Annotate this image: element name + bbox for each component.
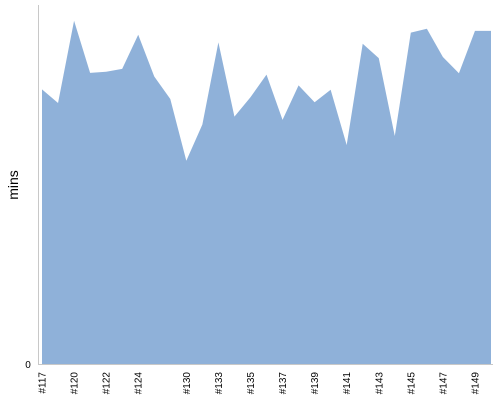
y-axis-label: mins [5, 170, 21, 200]
y-tick-label: 0 [25, 360, 31, 371]
x-tick-label: #117 [38, 372, 49, 394]
x-tick-label: #120 [70, 372, 81, 395]
x-tick-label: #122 [102, 372, 113, 395]
x-tick-label: #133 [214, 372, 225, 395]
x-tick-label: #130 [182, 372, 193, 395]
x-tick-label: #139 [310, 372, 321, 395]
x-tick-label: #149 [470, 372, 481, 395]
x-tick-label: #137 [278, 372, 289, 395]
area-layer [42, 20, 491, 365]
x-tick-label: #145 [406, 372, 417, 395]
x-tick-label: #141 [342, 372, 353, 395]
area-series-fill [42, 20, 491, 365]
x-tick-label: #143 [374, 372, 385, 395]
x-tick-label: #124 [134, 372, 145, 395]
x-tick-label: #135 [246, 372, 257, 395]
x-tick-layer: #117 #120 #122 #124 #130 #133 #135 #137 #139 #141… [38, 372, 482, 395]
x-tick-label: #147 [438, 372, 449, 395]
